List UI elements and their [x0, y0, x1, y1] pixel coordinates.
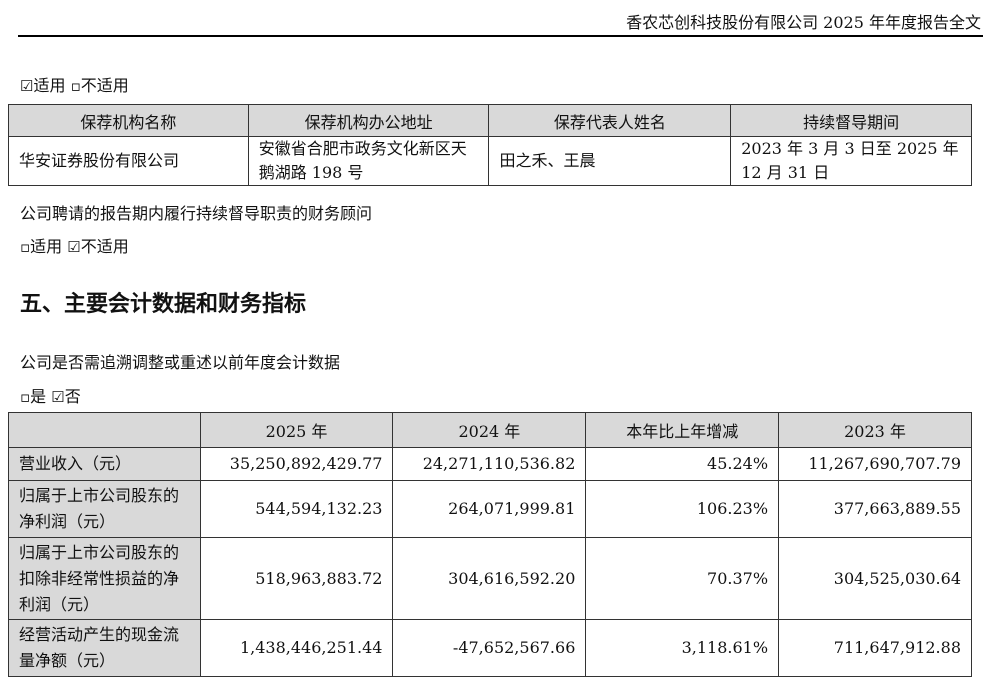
- value-2025: 544,594,132.23: [199, 480, 394, 538]
- column-header: 保荐机构名称: [8, 104, 249, 137]
- column-header: 保荐机构办公地址: [247, 104, 490, 137]
- sponsor-address: 安徽省合肥市政务文化新区天鹅湖路 198 号: [247, 136, 490, 186]
- applicable-checkbox[interactable]: ☑: [20, 77, 34, 95]
- yes-label: 是: [30, 387, 47, 406]
- column-header: 保荐代表人姓名: [488, 104, 732, 137]
- column-header: 2025 年: [199, 412, 394, 448]
- value-2024: 264,071,999.81: [392, 480, 587, 538]
- advisor-applicable-line: ▫适用 ☑不适用: [20, 233, 129, 257]
- column-header: 本年比上年增减: [585, 412, 780, 448]
- report-header-title: 香农芯创科技股份有限公司 2025 年年度报告全文: [626, 13, 981, 32]
- value-2023: 377,663,889.55: [778, 480, 972, 538]
- not-applicable-label: 不适用: [80, 76, 129, 95]
- sponsor-table: 保荐机构名称 保荐机构办公地址 保荐代表人姓名 持续督导期间 华安证券股份有限公…: [8, 104, 972, 186]
- section-heading: 五、主要会计数据和财务指标: [20, 291, 307, 317]
- value-change: 45.24%: [585, 447, 780, 481]
- row-label: 归属于上市公司股东的净利润（元）: [8, 480, 201, 538]
- sponsor-name: 华安证券股份有限公司: [8, 136, 249, 186]
- sponsor-table-header: 保荐机构名称 保荐机构办公地址 保荐代表人姓名 持续督导期间: [8, 104, 972, 137]
- financial-data-table: 2025 年 2024 年 本年比上年增减 2023 年 营业收入（元） 35,…: [8, 412, 972, 677]
- row-label: 归属于上市公司股东的扣除非经常性损益的净利润（元）: [8, 537, 201, 620]
- not-applicable-label: 不适用: [80, 237, 129, 256]
- row-label: 经营活动产生的现金流量净额（元）: [8, 619, 201, 677]
- value-change: 106.23%: [585, 480, 780, 538]
- table-row: 营业收入（元） 35,250,892,429.77 24,271,110,536…: [8, 447, 972, 481]
- value-2023: 711,647,912.88: [778, 619, 972, 677]
- row-label: 营业收入（元）: [8, 447, 201, 481]
- column-header: 2023 年: [778, 412, 972, 448]
- sponsor-applicable-line: ☑适用 ▫不适用: [20, 72, 129, 96]
- table-row: 归属于上市公司股东的净利润（元） 544,594,132.23 264,071,…: [8, 480, 972, 538]
- advisor-text: 公司聘请的报告期内履行持续督导职责的财务顾问: [20, 204, 373, 223]
- value-2023: 304,525,030.64: [778, 537, 972, 620]
- value-2024: 24,271,110,536.82: [392, 447, 587, 481]
- value-2024: 304,616,592.20: [392, 537, 587, 620]
- value-2024: -47,652,567.66: [392, 619, 587, 677]
- value-2025: 518,963,883.72: [199, 537, 394, 620]
- applicable-label: 适用: [30, 237, 63, 256]
- column-header: [8, 412, 201, 448]
- restatement-question: 公司是否需追溯调整或重述以前年度会计数据: [20, 353, 341, 372]
- table-row: 归属于上市公司股东的扣除非经常性损益的净利润（元） 518,963,883.72…: [8, 537, 972, 620]
- no-label: 否: [64, 387, 81, 406]
- supervision-period: 2023 年 3 月 3 日至 2025 年 12 月 31 日: [730, 136, 972, 186]
- header-divider: [18, 35, 983, 37]
- value-2025: 35,250,892,429.77: [199, 447, 394, 481]
- table-row: 经营活动产生的现金流量净额（元） 1,438,446,251.44 -47,65…: [8, 619, 972, 677]
- no-checkbox[interactable]: ☑: [51, 388, 65, 406]
- value-2025: 1,438,446,251.44: [199, 619, 394, 677]
- table-row: 华安证券股份有限公司 安徽省合肥市政务文化新区天鹅湖路 198 号 田之禾、王晨…: [8, 136, 972, 186]
- value-change: 3,118.61%: [585, 619, 780, 677]
- not-applicable-checkbox[interactable]: ▫: [70, 77, 81, 95]
- column-header: 2024 年: [392, 412, 587, 448]
- applicable-label: 适用: [33, 76, 66, 95]
- column-header: 持续督导期间: [730, 104, 972, 137]
- not-applicable-checkbox[interactable]: ☑: [67, 238, 81, 256]
- sponsor-reps: 田之禾、王晨: [488, 136, 732, 186]
- value-change: 70.37%: [585, 537, 780, 620]
- yes-checkbox[interactable]: ▫: [20, 388, 31, 406]
- financial-table-header: 2025 年 2024 年 本年比上年增减 2023 年: [8, 412, 972, 448]
- value-2023: 11,267,690,707.79: [778, 447, 972, 481]
- applicable-checkbox[interactable]: ▫: [20, 238, 31, 256]
- restatement-option-line: ▫是 ☑否: [20, 383, 81, 407]
